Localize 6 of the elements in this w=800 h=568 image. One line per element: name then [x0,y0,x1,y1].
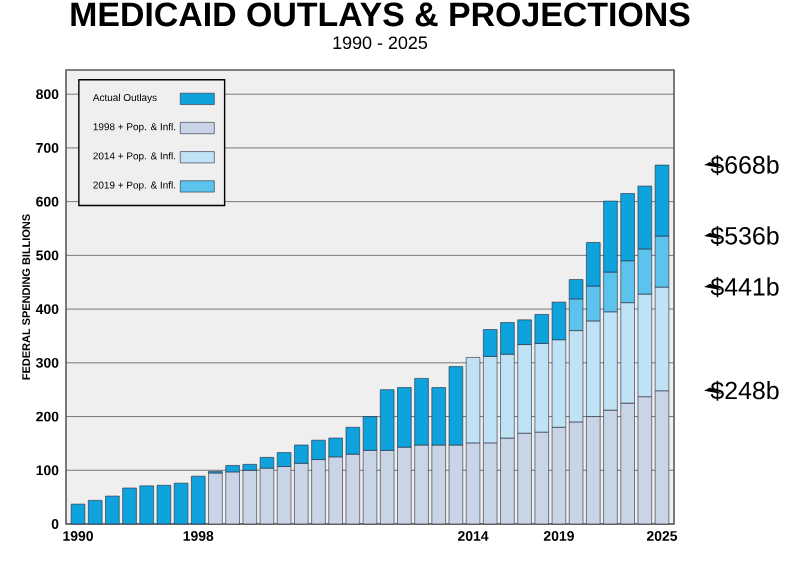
chart-subtitle: 1990 - 2025 [333,36,428,50]
chart-title: MEDICAID OUTLAYS & PROJECTIONS [71,2,690,27]
annotation: $248b [710,380,779,401]
annotation: $536b [710,225,779,247]
annotation: $441b [710,276,779,298]
annotation: $668b [710,155,779,176]
